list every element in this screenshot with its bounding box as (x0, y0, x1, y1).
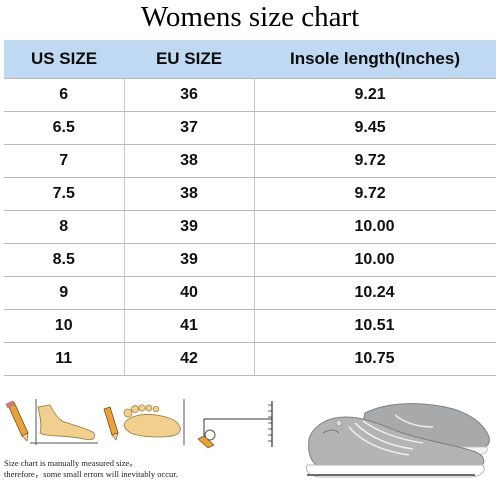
us-size-cell: 10 (4, 309, 125, 343)
header-eu-size: EU SIZE (124, 40, 254, 79)
eu-size-cell: 36 (124, 78, 255, 112)
table-row: 9 40 10.24 (4, 276, 496, 310)
insole-length-cell: 10.51 (254, 309, 496, 343)
ruler-icon (197, 401, 273, 449)
us-size-cell: 8 (4, 210, 125, 244)
eu-size-cell: 37 (124, 111, 255, 145)
us-size-cell: 9 (4, 276, 125, 310)
us-size-cell: 7 (4, 144, 125, 178)
note-line-1: Size chart is manually measured size。 (4, 458, 138, 468)
insole-length-cell: 10.00 (254, 243, 496, 277)
front-sneaker (306, 416, 485, 478)
insole-length-cell: 9.72 (254, 144, 496, 178)
header-insole-length: Insole length(Inches) (254, 40, 496, 79)
insole-length-cell: 9.21 (254, 78, 496, 112)
measurement-illustrations (5, 399, 273, 449)
table-row: 11 42 10.75 (4, 342, 496, 376)
eu-size-cell: 38 (124, 177, 255, 211)
eu-size-cell: 38 (124, 144, 255, 178)
chart-title: Womens size chart (140, 1, 360, 33)
insole-length-cell: 10.75 (254, 342, 496, 376)
measurement-note: Size chart is manually measured size。 th… (4, 458, 304, 480)
foot-top-icon (123, 399, 185, 445)
insole-length-cell: 10.24 (254, 276, 496, 310)
eu-size-cell: 42 (124, 342, 255, 376)
eu-size-cell: 40 (124, 276, 255, 310)
sneaker-image (306, 403, 490, 478)
table-row: 6.5 37 9.45 (4, 111, 496, 145)
us-size-cell: 8.5 (4, 243, 125, 277)
table-header-row: US SIZE EU SIZE Insole length(Inches) (4, 40, 496, 79)
foot-side-icon (30, 399, 98, 445)
pencil-icon (103, 406, 119, 441)
eu-size-cell: 39 (124, 243, 255, 277)
us-size-cell: 11 (4, 342, 125, 376)
header-us-size: US SIZE (4, 40, 124, 79)
size-chart-table: US SIZE EU SIZE Insole length(Inches) 6 … (4, 40, 496, 376)
us-size-cell: 6.5 (4, 111, 125, 145)
table-row: 7 38 9.72 (4, 144, 496, 178)
us-size-cell: 7.5 (4, 177, 125, 211)
note-line-2: therefore，some small errors will inevita… (4, 469, 178, 479)
table-row: 6 36 9.21 (4, 78, 496, 112)
pencil-icon (5, 400, 29, 442)
table-row: 7.5 38 9.72 (4, 177, 496, 211)
table-row: 8 39 10.00 (4, 210, 496, 244)
insole-length-cell: 9.72 (254, 177, 496, 211)
eu-size-cell: 39 (124, 210, 255, 244)
eu-size-cell: 41 (124, 309, 255, 343)
table-row: 8.5 39 10.00 (4, 243, 496, 277)
table-row: 10 41 10.51 (4, 309, 496, 343)
us-size-cell: 6 (4, 78, 125, 112)
insole-length-cell: 10.00 (254, 210, 496, 244)
insole-length-cell: 9.45 (254, 111, 496, 145)
